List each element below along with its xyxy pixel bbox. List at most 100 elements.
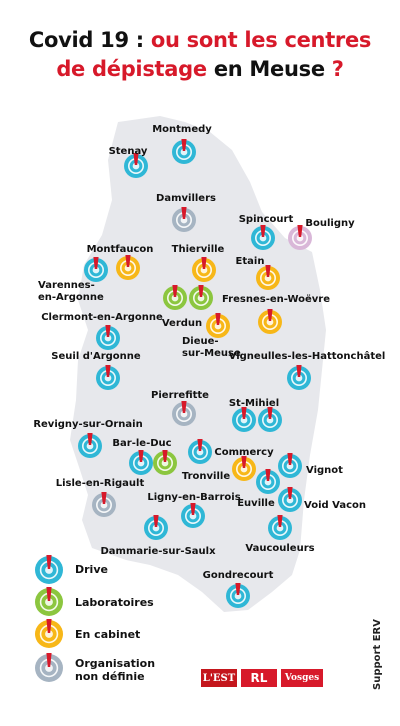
- marker-fresnes-center: [266, 318, 274, 326]
- label-dieue-line2: sur-Meuse: [182, 348, 241, 359]
- label-pierrefitte: Pierrefitte: [151, 390, 209, 401]
- marker-vigneulles-pin: [296, 365, 302, 377]
- marker-lisle-center: [100, 501, 108, 509]
- marker-legend-laboratoires-center: [45, 598, 53, 606]
- label-bar-le-duc: Bar-le-Duc: [112, 438, 172, 449]
- marker-seuil: [96, 365, 120, 390]
- marker-tronville-center: [196, 448, 204, 456]
- marker-void-vacon-center: [286, 496, 294, 504]
- marker-fresnes: [258, 309, 282, 334]
- title-part-3: de dépistage: [56, 57, 207, 81]
- marker-vigneulles: [287, 365, 311, 390]
- label-revigny: Revigny-sur-Ornain: [33, 419, 143, 430]
- marker-montfaucon: [116, 255, 140, 280]
- logo-vosges-matin: Vosges: [281, 669, 323, 687]
- marker-legend-organisation: [35, 653, 63, 682]
- marker-st-mihiel-2-center: [266, 416, 274, 424]
- page-title: Covid 19 : ou sont les centres de dépist…: [0, 26, 400, 84]
- marker-stenay-center: [132, 162, 140, 170]
- marker-tronville-pin: [197, 439, 203, 451]
- marker-verdun-lab-2-pin: [198, 285, 204, 297]
- marker-spincourt-pin: [260, 225, 266, 237]
- label-vaucouleurs: Vaucouleurs: [245, 543, 315, 554]
- marker-bar-le-duc-drive: [129, 450, 153, 475]
- marker-commercy-center: [240, 465, 248, 473]
- marker-dammarie-pin: [153, 515, 159, 527]
- marker-seuil-center: [104, 374, 112, 382]
- marker-dieue-pin: [215, 313, 221, 325]
- marker-euville-center: [264, 478, 272, 486]
- title-line-1: Covid 19 : ou sont les centres: [0, 26, 400, 55]
- marker-etain-center: [264, 274, 272, 282]
- marker-stenay: [124, 153, 148, 178]
- marker-damvillers: [172, 207, 196, 232]
- label-varennes-line1: Varennes-: [38, 280, 95, 291]
- label-gondrecourt: Gondrecourt: [202, 570, 274, 581]
- marker-montmedy: [172, 139, 196, 164]
- marker-vignot-center: [286, 462, 294, 470]
- marker-montmedy-pin: [181, 139, 187, 151]
- marker-montmedy-center: [180, 148, 188, 156]
- legend-laboratoires: Laboratoires: [75, 596, 154, 609]
- marker-ligny: [181, 503, 205, 528]
- marker-spincourt: [251, 225, 275, 250]
- title-part-5: ?: [331, 57, 344, 81]
- marker-revigny-center: [86, 442, 94, 450]
- marker-bar-le-duc-drive-pin: [138, 450, 144, 462]
- marker-st-mihiel-1-center: [240, 416, 248, 424]
- marker-montfaucon-pin: [125, 255, 131, 267]
- marker-verdun-lab-1: [163, 285, 187, 310]
- label-clermont: Clermont-en-Argonne: [41, 312, 163, 323]
- marker-revigny: [78, 433, 102, 458]
- marker-bar-le-duc-drive-center: [137, 459, 145, 467]
- label-tronville: Tronville: [181, 471, 231, 482]
- label-vigneulles: Vigneulles-les-Hattonchâtel: [228, 351, 386, 362]
- marker-dieue-center: [214, 322, 222, 330]
- label-varennes: Varennes-en-Argonne: [38, 280, 104, 304]
- label-bouligny: Bouligny: [305, 218, 355, 229]
- marker-void-vacon: [278, 487, 302, 512]
- marker-st-mihiel-1: [232, 407, 256, 432]
- marker-damvillers-pin: [181, 207, 187, 219]
- marker-clermont-pin: [105, 325, 111, 337]
- marker-verdun-lab-1-center: [171, 294, 179, 302]
- title-part-4: en Meuse: [213, 57, 325, 81]
- marker-thierville: [192, 257, 216, 282]
- marker-varennes: [84, 257, 108, 282]
- marker-vignot-pin: [287, 453, 293, 465]
- marker-ligny-pin: [190, 503, 196, 515]
- marker-thierville-center: [200, 266, 208, 274]
- marker-verdun-lab-2-center: [197, 294, 205, 302]
- marker-revigny-pin: [87, 433, 93, 445]
- marker-clermont-center: [104, 334, 112, 342]
- label-commercy: Commercy: [214, 447, 274, 458]
- marker-varennes-center: [92, 266, 100, 274]
- marker-legend-organisation-center: [45, 664, 53, 672]
- marker-vignot: [278, 453, 302, 478]
- marker-lisle: [92, 492, 116, 517]
- legend-organisation-line2: non définie: [75, 670, 145, 683]
- marker-etain: [256, 265, 280, 290]
- label-dammarie: Dammarie-sur-Saulx: [100, 546, 216, 557]
- title-part-2: ou sont les centres: [150, 28, 372, 52]
- marker-lisle-pin: [101, 492, 107, 504]
- label-montfaucon: Montfaucon: [86, 244, 154, 255]
- marker-st-mihiel-2-pin: [267, 407, 273, 419]
- marker-spincourt-center: [259, 234, 267, 242]
- label-ligny: Ligny-en-Barrois: [147, 492, 241, 503]
- legend-organisation: Organisation non définie: [75, 657, 155, 683]
- marker-commercy: [232, 456, 256, 481]
- marker-st-mihiel-2: [258, 407, 282, 432]
- marker-bouligny-pin: [297, 225, 303, 237]
- label-euville: Euville: [237, 498, 275, 509]
- marker-legend-drive-pin: [46, 555, 52, 569]
- marker-stenay-pin: [133, 153, 139, 165]
- marker-legend-drive-center: [45, 566, 53, 574]
- label-montmedy: Montmedy: [152, 124, 212, 135]
- title-line-2: de dépistage en Meuse ?: [0, 55, 400, 84]
- marker-dammarie-center: [152, 524, 160, 532]
- marker-tronville: [188, 439, 212, 464]
- marker-pierrefitte-pin: [181, 401, 187, 413]
